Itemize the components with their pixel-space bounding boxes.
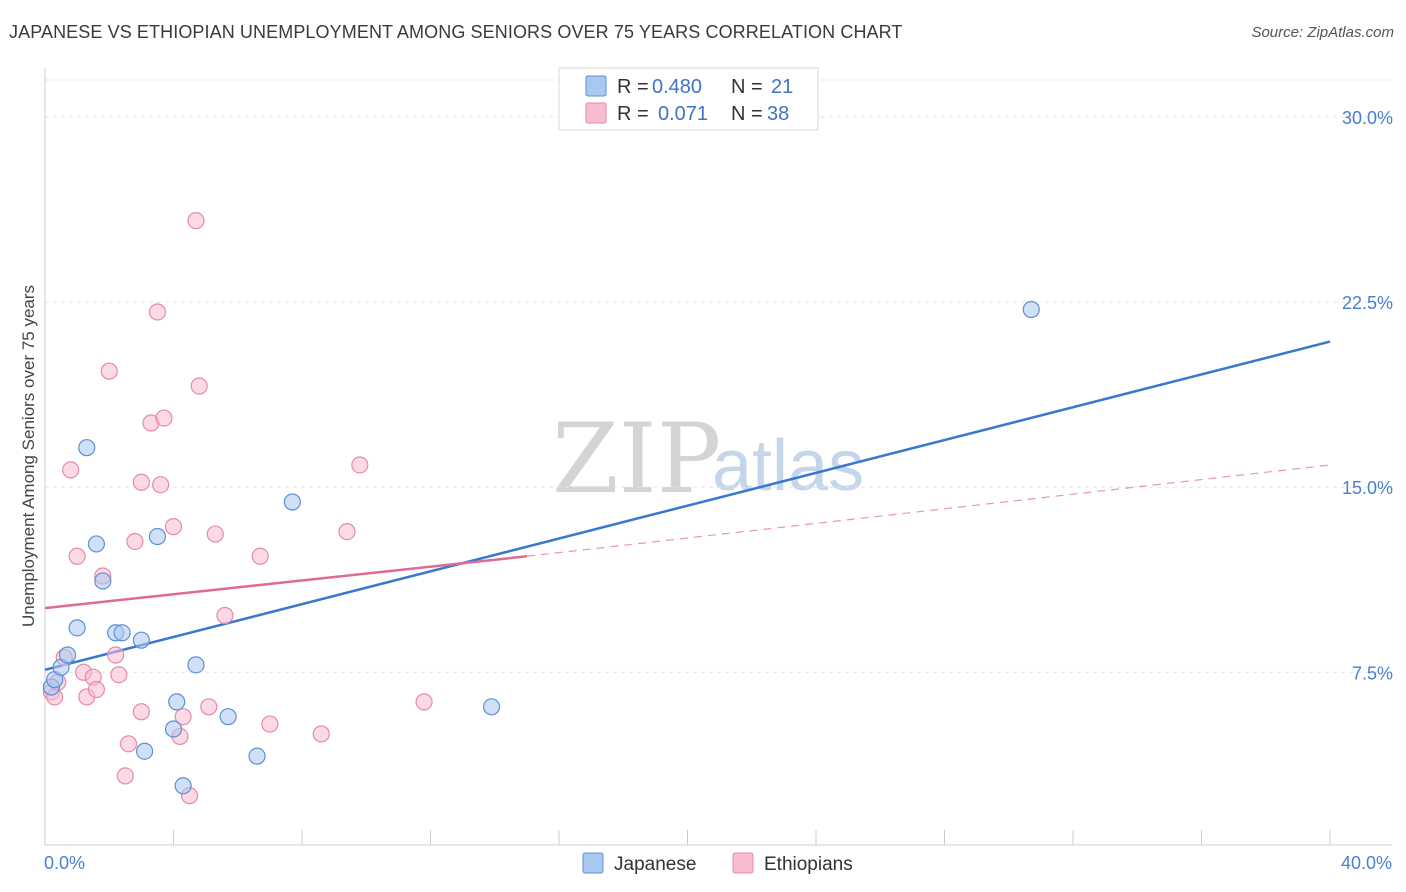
point-japanese <box>132 631 150 649</box>
point-ethiopians <box>119 735 138 753</box>
point-japanese <box>174 777 192 795</box>
legend-n-label-ethiopians: N = <box>731 103 763 125</box>
point-japanese <box>78 439 96 457</box>
y-tick-label: 22.5% <box>1342 293 1393 313</box>
point-ethiopians <box>174 708 192 726</box>
series-legend-swatch-japanese <box>582 852 604 874</box>
point-ethiopians <box>62 461 80 479</box>
point-ethiopians <box>132 703 150 721</box>
point-ethiopians <box>338 522 356 541</box>
point-japanese <box>58 646 77 664</box>
point-ethiopians <box>251 547 269 565</box>
point-ethiopians <box>351 456 369 474</box>
legend-r-value-japanese: 0.480 <box>652 76 702 98</box>
series-legend-label-ethiopians: Ethiopians <box>764 854 853 875</box>
point-ethiopians <box>155 409 173 427</box>
trend-line-ethiopians-extension <box>526 464 1331 557</box>
point-ethiopians <box>190 377 208 395</box>
data-points <box>42 212 1040 805</box>
legend-n-value-ethiopians: 38 <box>767 103 789 125</box>
point-ethiopians <box>415 693 433 711</box>
stats-legend: R = 0.480 N = 21 R = 0.071 N = 38 <box>558 67 819 131</box>
legend-n-label-japanese: N = <box>731 76 763 98</box>
source-credit: Source: ZipAtlas.com <box>1251 24 1394 41</box>
point-japanese <box>248 747 266 765</box>
point-japanese <box>187 656 205 674</box>
point-ethiopians <box>216 606 234 625</box>
chart-title: JAPANESE VS ETHIOPIAN UNEMPLOYMENT AMONG… <box>9 22 903 42</box>
point-ethiopians <box>100 362 118 380</box>
point-japanese <box>164 720 183 738</box>
y-tick-label: 30.0% <box>1342 108 1393 128</box>
point-ethiopians <box>132 473 150 491</box>
point-japanese <box>1022 300 1040 319</box>
trend-line-ethiopians <box>44 555 528 610</box>
legend-r-label-japanese: R = <box>617 76 649 98</box>
point-ethiopians <box>126 532 144 551</box>
x-tick-label-min: 0.0% <box>44 853 85 873</box>
point-ethiopians <box>152 476 170 494</box>
watermark-zip: ZIP <box>552 403 721 515</box>
point-ethiopians <box>206 525 224 543</box>
point-japanese <box>94 572 112 590</box>
x-tick-label-max: 40.0% <box>1341 853 1392 873</box>
point-ethiopians <box>187 212 205 230</box>
legend-n-value-japanese: 21 <box>771 76 793 98</box>
point-ethiopians <box>87 680 106 699</box>
point-japanese <box>113 624 131 642</box>
y-axis-label: Unemployment Among Seniors over 75 years <box>19 285 38 627</box>
point-japanese <box>87 535 106 553</box>
series-legend-swatch-ethiopians <box>732 852 754 874</box>
point-ethiopians <box>116 767 134 785</box>
axes <box>44 68 1392 846</box>
y-tick-labels: 7.5% 15.0% 22.5% 30.0% <box>1342 108 1393 683</box>
point-ethiopians <box>164 518 183 536</box>
point-japanese <box>283 493 301 511</box>
point-ethiopians <box>261 715 279 733</box>
point-japanese <box>219 708 237 726</box>
point-japanese <box>68 619 86 637</box>
point-ethiopians <box>107 646 125 664</box>
point-japanese <box>135 742 154 760</box>
series-legend-label-japanese: Japanese <box>614 854 696 875</box>
series-legend: Japanese Ethiopians <box>582 852 853 875</box>
legend-r-label-ethiopians: R = <box>617 103 649 125</box>
point-japanese <box>482 698 501 716</box>
point-japanese <box>148 527 167 546</box>
y-tick-label: 7.5% <box>1352 663 1393 683</box>
point-ethiopians <box>312 725 330 743</box>
point-ethiopians <box>148 303 167 321</box>
legend-swatch-ethiopians <box>585 102 607 124</box>
y-tick-label: 15.0% <box>1342 478 1393 498</box>
trend-lines <box>44 340 1331 672</box>
point-japanese <box>168 693 186 711</box>
point-ethiopians <box>200 698 218 716</box>
legend-swatch-japanese <box>585 75 607 97</box>
point-ethiopians <box>68 547 86 565</box>
point-ethiopians <box>110 666 128 684</box>
legend-r-value-ethiopians: 0.071 <box>658 103 708 125</box>
trend-line-japanese <box>44 340 1331 672</box>
